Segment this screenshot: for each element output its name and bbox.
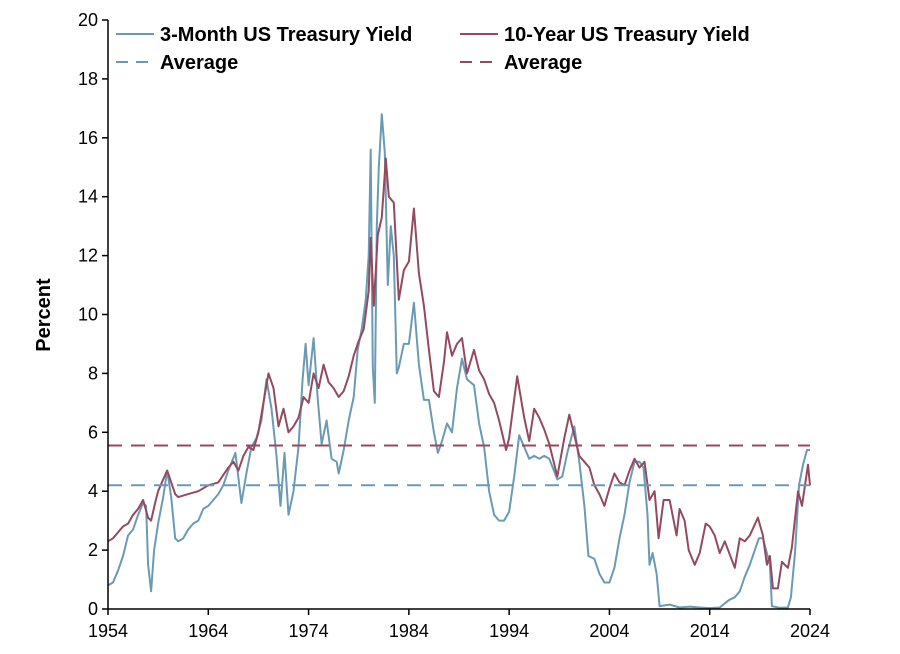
series-layer (107, 113, 811, 610)
x-tick-label-1994: 1994 (489, 621, 529, 641)
y-tick-label-6: 6 (88, 422, 98, 442)
y-tick-label-0: 0 (88, 599, 98, 619)
x-tick-label-1954: 1954 (88, 621, 128, 641)
legend-label-1: 10-Year US Treasury Yield (504, 24, 750, 46)
x-tick-label-1984: 1984 (389, 621, 429, 641)
x-tick-label-2004: 2004 (589, 621, 629, 641)
y-axis-title: Percent (33, 278, 55, 352)
legend-label-0: 3-Month US Treasury Yield (160, 24, 412, 46)
ticks-layer: 0 2 4 6 8 10 12 14 16 18 20 1954 1964 1974 1984 1994 200… (78, 10, 830, 641)
y-tick-label-10: 10 (78, 305, 98, 325)
x-tick-label-2024: 2024 (790, 621, 830, 641)
x-tick-label-1974: 1974 (289, 621, 329, 641)
x-tick-label-2014: 2014 (690, 621, 730, 641)
series-line-0 (107, 113, 810, 610)
y-tick-label-12: 12 (78, 246, 98, 266)
y-tick-label-4: 4 (88, 481, 98, 501)
y-tick-label-14: 14 (78, 187, 98, 207)
y-tick-label-8: 8 (88, 363, 98, 383)
legend: 3-Month US Treasury Yield 10-Year US Trea… (116, 24, 750, 74)
series-line-1 (107, 157, 811, 590)
y-tick-label-20: 20 (78, 10, 98, 30)
y-tick-label-18: 18 (78, 69, 98, 89)
legend-label-2: Average (160, 52, 238, 74)
y-tick-label-2: 2 (88, 540, 98, 560)
x-tick-label-1964: 1964 (188, 621, 228, 641)
axes-layer (107, 20, 810, 610)
legend-label-3: Average (504, 52, 582, 74)
y-tick-label-16: 16 (78, 128, 98, 148)
